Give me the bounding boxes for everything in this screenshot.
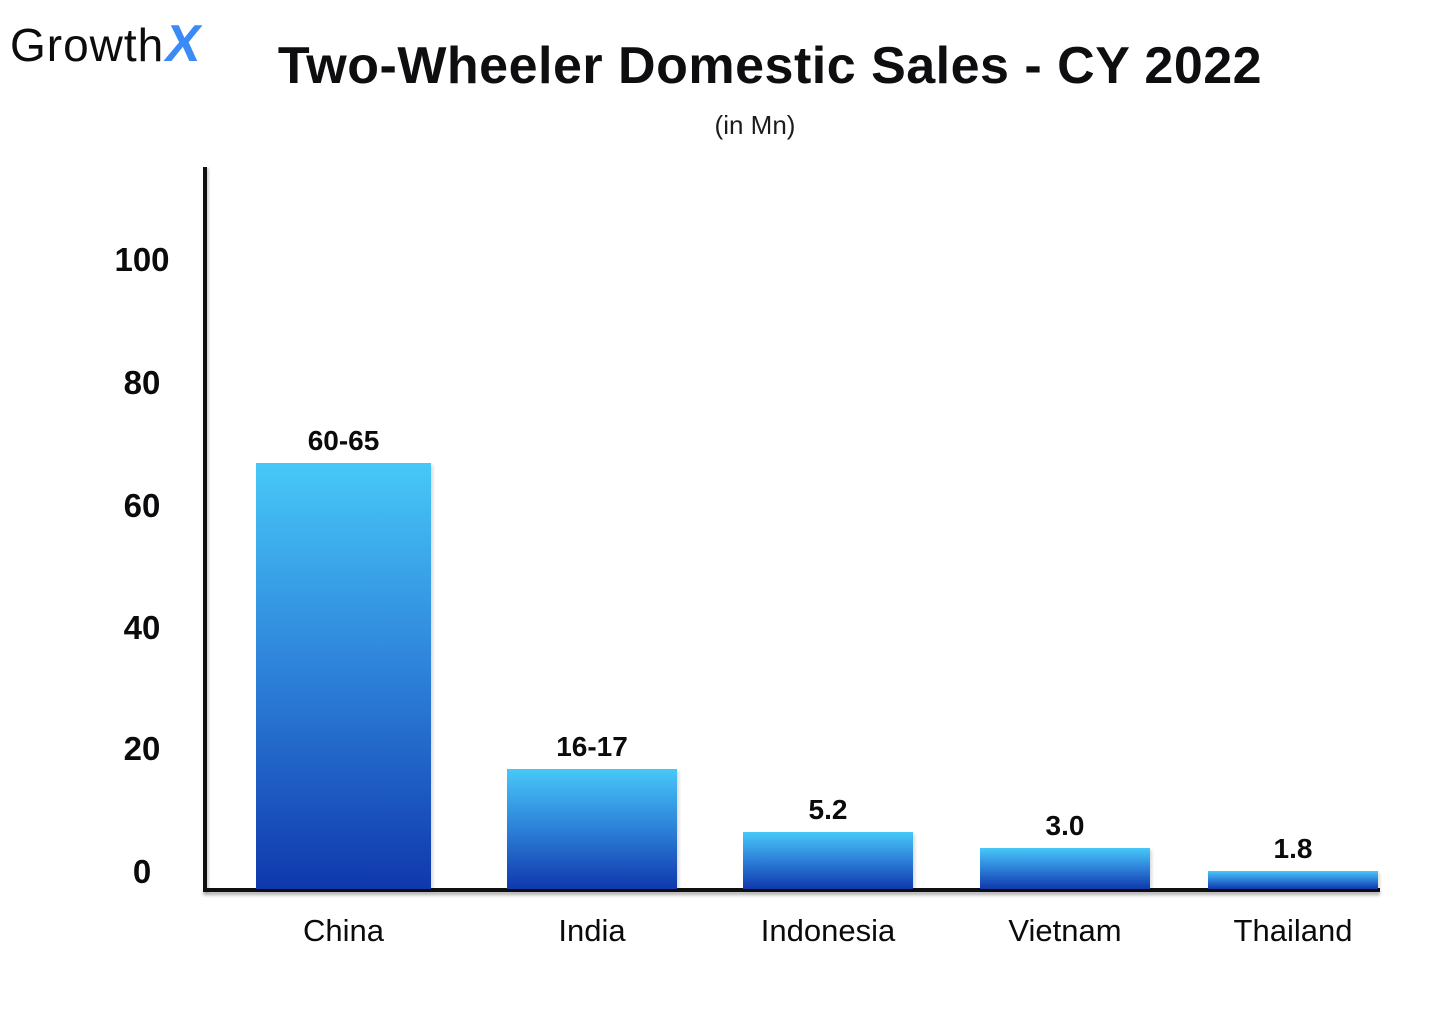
bar-india [507, 769, 677, 889]
bar-value-label-vietnam: 3.0 [1045, 810, 1085, 841]
category-label-thailand: Thailand [1233, 913, 1353, 948]
bar-indonesia [743, 832, 913, 889]
y-axis-tick-labels: 100 80 60 40 20 0 [98, 0, 186, 1024]
bar-column-india: 16-17 India [507, 731, 677, 948]
growthx-logo: GrowthX [10, 15, 206, 73]
bar-value-label-indonesia: 5.2 [808, 794, 848, 825]
category-label-china: China [303, 913, 384, 948]
bar-column-thailand: 1.8 Thailand [1208, 833, 1378, 948]
category-label-vietnam: Vietnam [1008, 913, 1122, 948]
y-tick-0: 0 [132, 853, 152, 890]
y-tick-100: 100 [114, 241, 170, 278]
category-label-india: India [558, 913, 626, 948]
logo-text: Growth [10, 19, 165, 71]
category-label-indonesia: Indonesia [760, 913, 896, 948]
bar-column-indonesia: 5.2 Indonesia [743, 794, 913, 948]
x-axis-line [203, 888, 1380, 892]
bar-value-label-thailand: 1.8 [1273, 833, 1313, 864]
chart-title: Two-Wheeler Domestic Sales - CY 2022 [277, 37, 1263, 95]
chart-unit-label: (in Mn) [714, 110, 796, 140]
bar-china [256, 463, 431, 889]
y-tick-60: 60 [123, 487, 161, 524]
bar-value-label-india: 16-17 [556, 731, 628, 762]
bar-value-label-china: 60-65 [307, 425, 380, 456]
bar-column-china: 60-65 China [256, 425, 431, 948]
y-axis-line [203, 167, 207, 892]
bar-thailand [1208, 871, 1378, 889]
y-tick-20: 20 [123, 730, 161, 767]
bar-column-vietnam: 3.0 Vietnam [980, 810, 1150, 948]
bar-vietnam [980, 848, 1150, 889]
y-tick-80: 80 [123, 364, 161, 401]
y-tick-40: 40 [123, 609, 161, 646]
